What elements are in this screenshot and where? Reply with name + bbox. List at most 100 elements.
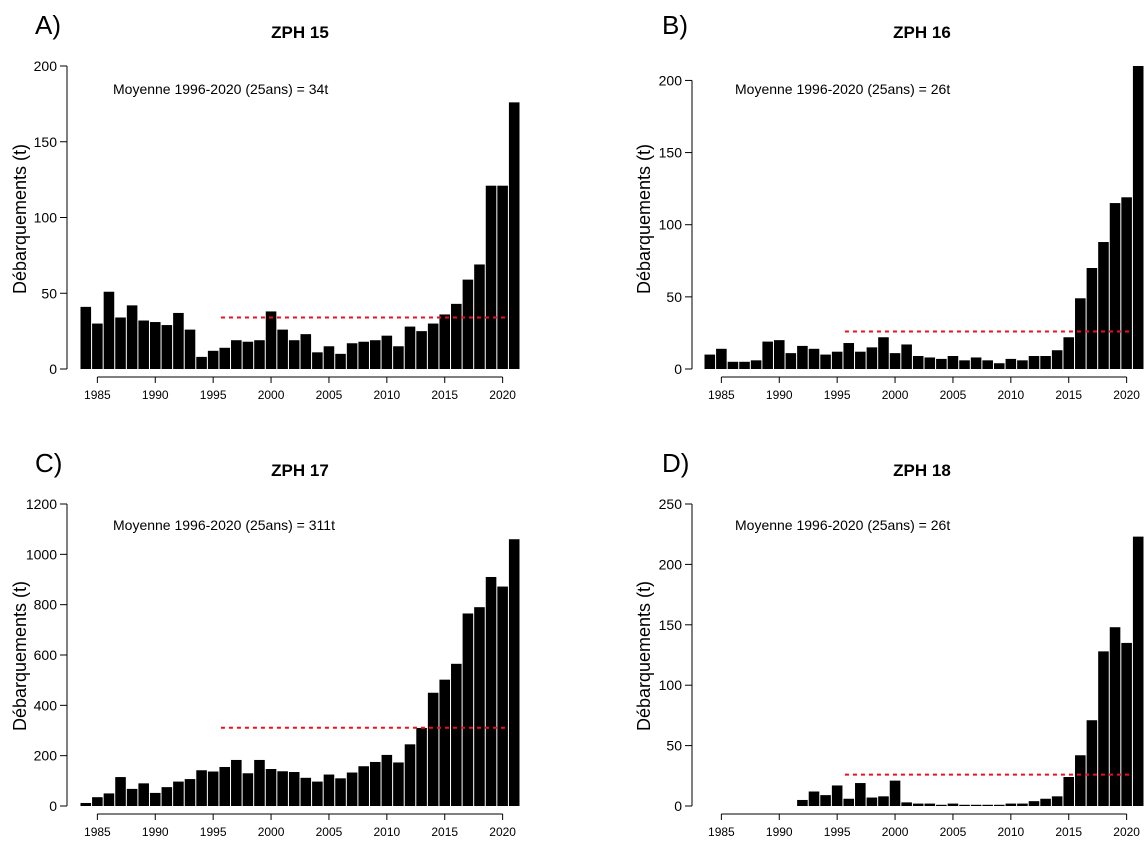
bar [785, 353, 797, 369]
x-tick-label: 1985 [84, 388, 111, 402]
bar [866, 347, 878, 369]
bar [80, 306, 92, 369]
panel-letter: D) [662, 448, 689, 478]
plot-area: 0 50 100 150 200 1985 1990 1995 2000 2005 2010 2015… [659, 66, 1144, 402]
average-label: Moyenne 1996-2020 (25ans) = 34t [113, 81, 328, 97]
x-tick-label: 2005 [940, 825, 967, 839]
bar [1040, 798, 1051, 806]
bar [1098, 651, 1109, 806]
bar [878, 337, 889, 369]
bar [115, 777, 126, 806]
bar [508, 539, 520, 806]
bar [855, 351, 866, 369]
bar [404, 326, 416, 369]
bar [300, 334, 312, 369]
bar [1063, 777, 1075, 806]
bar [1063, 337, 1075, 369]
x-tick-label: 2015 [1055, 825, 1082, 839]
y-tick-label: 200 [34, 748, 58, 764]
x-tick-label: 1995 [200, 388, 227, 402]
chart-title: ZPH 17 [271, 461, 329, 480]
bar [161, 787, 173, 807]
bar [947, 803, 959, 806]
bar [115, 317, 126, 369]
bar [831, 785, 843, 806]
bar [288, 772, 300, 806]
bar [970, 804, 982, 806]
bar [369, 340, 381, 369]
bar [335, 778, 346, 806]
bar [381, 335, 393, 369]
bar [1005, 803, 1017, 806]
bar [901, 802, 912, 806]
bar [173, 312, 184, 369]
bar [1028, 356, 1040, 369]
panel-d: D) ZPH 18 Moyenne 1996-2020 (25ans) = 26… [634, 448, 1144, 839]
bar [103, 291, 115, 369]
bar [831, 351, 843, 369]
bar [959, 360, 970, 369]
chart-title: ZPH 16 [893, 23, 951, 42]
bar [242, 773, 254, 806]
bar [739, 361, 750, 369]
bar [912, 356, 924, 369]
x-tick-label: 1990 [766, 388, 793, 402]
bar [1121, 642, 1132, 806]
y-axis-label: Débarquements (t) [634, 581, 654, 731]
bar [485, 185, 497, 369]
bar [242, 341, 254, 369]
bar [138, 320, 149, 369]
chart-title: ZPH 15 [271, 23, 329, 42]
bar [265, 769, 277, 806]
bar [358, 766, 369, 806]
bar [866, 797, 878, 806]
bar [207, 350, 219, 369]
bar [485, 576, 497, 806]
bar [173, 781, 184, 806]
bar [393, 346, 404, 369]
bar [474, 607, 485, 806]
bar [335, 353, 346, 369]
x-tick-label: 2000 [258, 825, 285, 839]
bar [126, 305, 138, 369]
x-tick-label: 1990 [142, 825, 169, 839]
x-tick-label: 1985 [84, 825, 111, 839]
bar [358, 341, 369, 369]
panel-c: C) ZPH 17 Moyenne 1996-2020 (25ans) = 31… [10, 448, 520, 839]
plot-area: 0 50 100 150 200 250 1985 1990 1995 2000 2005 2010 2… [659, 496, 1144, 839]
bar [982, 360, 993, 369]
bar [416, 727, 427, 806]
bar [843, 343, 855, 369]
bar [196, 770, 207, 806]
bar [439, 314, 451, 369]
bar [265, 311, 277, 369]
bar [323, 346, 335, 369]
x-tick-label: 2015 [431, 825, 458, 839]
y-tick-label: 50 [666, 738, 682, 754]
bar [924, 357, 936, 369]
x-tick-label: 2010 [373, 388, 400, 402]
bar [300, 777, 312, 806]
panel-letter: A) [35, 10, 61, 40]
bar [970, 357, 982, 369]
bar [1051, 796, 1063, 806]
bar [704, 354, 716, 369]
bar [982, 804, 993, 806]
x-tick-label: 2015 [431, 388, 458, 402]
x-tick-label: 1985 [708, 825, 735, 839]
panel-letter: B) [662, 10, 688, 40]
bar [773, 340, 785, 369]
y-tick-label: 0 [49, 798, 57, 814]
bar [404, 744, 416, 806]
x-tick-label: 2010 [997, 825, 1024, 839]
bar [889, 353, 901, 369]
x-tick-label: 2005 [316, 825, 343, 839]
bar [497, 185, 508, 369]
x-tick-label: 2010 [997, 388, 1024, 402]
bar [947, 356, 959, 369]
y-axis-label: Débarquements (t) [10, 581, 30, 731]
bar [508, 102, 520, 370]
y-tick-label: 250 [659, 496, 683, 512]
bar [451, 303, 462, 369]
